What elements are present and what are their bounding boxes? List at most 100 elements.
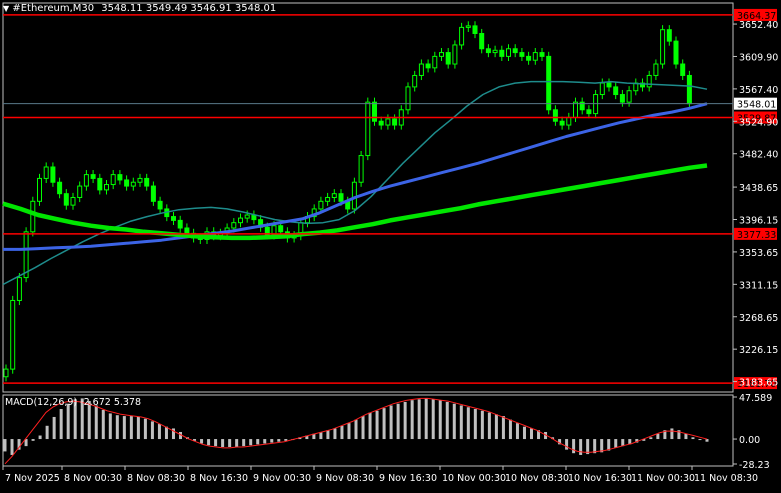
candle-body	[425, 63, 431, 69]
candle-body	[10, 299, 16, 370]
candle-body	[150, 185, 156, 202]
main-chart-frame	[2, 2, 734, 467]
candle-body	[385, 118, 391, 126]
levels-group[interactable]: 3664.37 3529.87 3377.33 3181.70	[3, 8, 777, 390]
macd-histogram-bar	[45, 425, 49, 440]
level-lower-label-bg	[734, 227, 777, 240]
macd-histogram-bar	[530, 428, 533, 440]
candle-body	[3, 368, 9, 378]
macd-histogram-bar	[326, 430, 330, 440]
candle-body	[37, 177, 42, 202]
macd-histogram-bar	[698, 439, 702, 441]
macd-histogram-bar	[319, 431, 323, 440]
price-tick-label: 3396.15	[739, 216, 778, 227]
price-tick-label: 3311.15	[739, 280, 778, 291]
macd-histogram-bar	[122, 416, 126, 440]
macd-histogram-bar	[600, 439, 604, 453]
level-bottom-label: 3181.70	[737, 379, 776, 390]
macd-histogram-bar	[621, 439, 625, 447]
macd-histogram-bar	[445, 401, 449, 440]
macd-histogram-bar	[200, 439, 204, 444]
macd-histogram-bar	[551, 437, 555, 440]
candle-body	[171, 216, 176, 221]
candle-body	[412, 74, 418, 88]
candle-body	[231, 222, 237, 229]
candle-body	[278, 225, 284, 233]
level-lower-label: 3377.33	[737, 230, 776, 241]
macd-histogram-bar	[431, 399, 435, 440]
macd-histogram-bar	[558, 439, 562, 445]
macd-histogram-bar	[417, 399, 421, 440]
macd-histogram-bar	[424, 398, 428, 440]
price-tick-label: 3567.40	[739, 85, 778, 96]
price-axis[interactable]: 3652.40 3609.90 3567.40 3524.90 3482.40 3438.…	[733, 20, 778, 389]
macd-histogram-bar	[501, 416, 505, 440]
candle-body	[338, 193, 344, 202]
candle-body	[485, 48, 491, 54]
time-tick-label: 10 Nov 00:30	[442, 473, 506, 484]
sma-fast-line	[2, 80, 708, 286]
macd-histogram-bar	[284, 439, 288, 441]
candle-body	[97, 177, 103, 191]
time-tick-label: 8 Nov 16:30	[190, 473, 248, 484]
level-top-label: 3664.37	[737, 11, 776, 22]
level-bottom-label-bg	[734, 377, 777, 390]
macd-panel[interactable]: 47.589 0.00 -28.23	[3, 393, 773, 471]
macd-histogram-bar	[115, 415, 119, 440]
candle-body	[137, 177, 143, 183]
candles-group	[3, 21, 692, 382]
candle-body	[325, 197, 331, 202]
candle-body	[559, 120, 565, 126]
macd-histogram-bar	[565, 439, 569, 450]
macd-panel-border	[2, 394, 734, 467]
candle-body	[130, 181, 136, 187]
expand-icon[interactable]: ▼	[3, 4, 10, 13]
candle-body	[579, 101, 585, 111]
time-tick-label: 10 Nov 16:30	[568, 473, 632, 484]
macd-histogram-bar	[150, 421, 154, 440]
macd-histogram-bar	[228, 439, 232, 448]
macd-signal-line	[4, 397, 708, 465]
candle-body	[77, 185, 83, 198]
macd-histogram-bar	[59, 409, 63, 440]
macd-histogram-bar	[347, 423, 351, 440]
price-tick-label: 3652.40	[739, 20, 778, 31]
time-axis[interactable]: 7 Nov 2025 8 Nov 00:30 8 Nov 08:30 8 Nov 16…	[2, 466, 758, 484]
chart-header: ▼ #Ethereum,M30 3548.11 3549.49 3546.91 …	[3, 3, 276, 14]
candle-body	[177, 219, 183, 229]
candle-body	[459, 26, 465, 46]
macd-histogram-bar	[410, 400, 414, 440]
candle-body	[546, 55, 552, 111]
level-top-label-bg	[734, 8, 777, 21]
candle-body	[110, 174, 116, 186]
price-tick-label: 3268.65	[739, 313, 778, 324]
candle-body	[351, 181, 357, 210]
candle-body	[244, 214, 250, 219]
candle-body	[626, 90, 632, 103]
price-tick-label: 3524.90	[739, 117, 778, 128]
macd-histogram-bar	[705, 439, 709, 442]
macd-histogram-bar	[171, 428, 175, 440]
candle-body	[586, 109, 592, 115]
moving-averages-group	[2, 80, 733, 286]
candle-body	[680, 63, 686, 76]
price-panel-border	[2, 2, 734, 393]
candle-body	[472, 25, 478, 35]
macd-histogram-bar	[87, 401, 91, 440]
macd-histogram-bar	[108, 413, 112, 440]
macd-histogram-bar	[480, 410, 484, 440]
macd-tick-label: -28.23	[739, 460, 770, 471]
candle-body	[50, 166, 56, 183]
candle-body	[378, 120, 384, 126]
macd-histogram-bar	[73, 399, 77, 440]
macd-histogram-bar	[677, 430, 681, 440]
macd-histogram-bar	[31, 439, 35, 441]
macd-histogram-bar	[193, 439, 197, 441]
price-tick-label: 3609.90	[739, 52, 778, 63]
macd-histogram-bar	[305, 435, 309, 440]
candle-body	[251, 214, 257, 221]
macd-histogram-bar	[80, 398, 84, 440]
macd-histogram-bar	[389, 405, 393, 440]
